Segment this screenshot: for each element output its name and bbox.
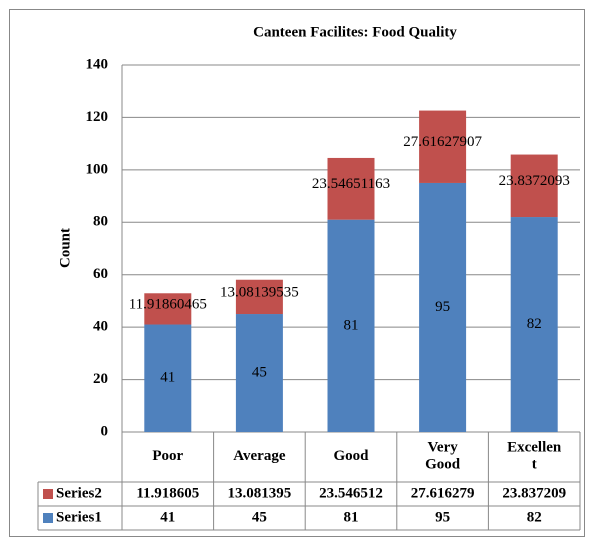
x-tick-label: Excellen t (507, 440, 562, 473)
x-tick-label: Average (233, 448, 286, 464)
bar-segment (327, 219, 375, 432)
chart-title: Canteen Facilites: Food Quality (253, 24, 457, 40)
y-tick-label: 120 (86, 109, 109, 125)
y-axis-label: Count (57, 228, 73, 268)
bar-segment (235, 279, 283, 315)
data-label: 41 (160, 370, 175, 386)
legend-label: Series1 (56, 509, 102, 525)
data-label: 27.61627907 (403, 134, 482, 150)
data-label: 81 (344, 317, 359, 333)
x-tick-label: Good (333, 448, 369, 464)
bar-segment (327, 157, 375, 220)
data-label: 23.8372093 (499, 173, 570, 189)
x-tick-label: Very Good (425, 440, 461, 473)
table-value: 23.546512 (319, 485, 383, 501)
legend-label: Series2 (56, 485, 102, 501)
y-tick-label: 80 (93, 214, 108, 230)
x-tick-label: Poor (152, 448, 183, 464)
y-tick-label: 100 (86, 161, 109, 177)
table-value: 23.837209 (502, 485, 566, 501)
data-label: 95 (435, 299, 450, 315)
data-label: 82 (527, 316, 542, 332)
bar-segment (419, 182, 467, 432)
y-tick-label: 140 (86, 56, 109, 72)
data-label: 13.08139535 (220, 284, 299, 300)
y-tick-label: 0 (101, 423, 109, 439)
bar-segment (235, 314, 283, 432)
table-value: 82 (527, 509, 542, 525)
data-label: 23.54651163 (312, 176, 390, 192)
bar-segment (510, 217, 558, 432)
bar-segment (144, 293, 192, 325)
table-value: 11.918605 (136, 485, 199, 501)
y-tick-label: 60 (93, 266, 108, 282)
table-value: 41 (160, 509, 175, 525)
bar-segment (144, 324, 192, 432)
data-label: 11.91860465 (129, 296, 207, 312)
bar-segment (510, 154, 558, 218)
legend-swatch (43, 513, 53, 523)
data-label: 45 (252, 364, 267, 380)
table-value: 13.081395 (228, 485, 292, 501)
y-tick-label: 40 (93, 319, 108, 335)
table-value: 95 (435, 509, 450, 525)
table-value: 81 (344, 509, 359, 525)
legend-swatch (43, 489, 53, 499)
bar-segment (419, 110, 467, 183)
table-value: 27.616279 (411, 485, 475, 501)
y-tick-label: 20 (93, 371, 108, 387)
table-value: 45 (252, 509, 267, 525)
